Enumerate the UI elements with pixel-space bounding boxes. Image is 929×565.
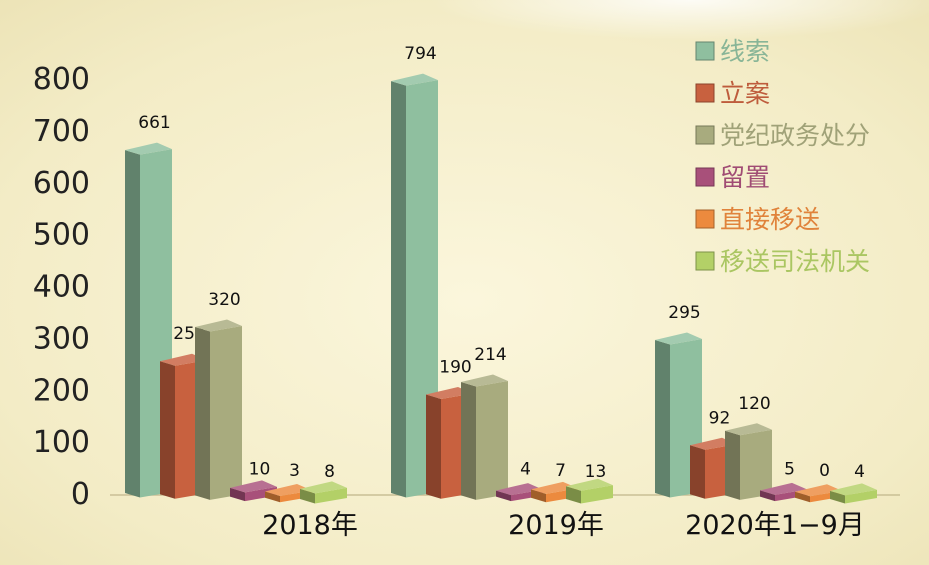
bar-side bbox=[426, 394, 441, 499]
bar-front bbox=[740, 429, 772, 500]
data-label: 5 bbox=[784, 460, 795, 480]
bar-side bbox=[531, 489, 546, 503]
legend-label: 线索 bbox=[720, 37, 770, 66]
data-label: 8 bbox=[324, 462, 335, 482]
bar-side bbox=[230, 487, 245, 502]
x-category-label: 2019年 bbox=[508, 510, 604, 541]
bar-移送司法机关-2019年 bbox=[566, 478, 613, 504]
bar-移送司法机关-2020年1−9月 bbox=[830, 483, 877, 504]
bar-top bbox=[566, 478, 613, 491]
bar-front bbox=[845, 489, 877, 504]
legend-label: 立案 bbox=[720, 79, 770, 108]
bar-top bbox=[300, 481, 347, 494]
bar-front bbox=[210, 326, 242, 500]
bar-top bbox=[391, 73, 438, 86]
legend-item: 留置 bbox=[695, 163, 770, 192]
legend-label: 留置 bbox=[720, 163, 770, 192]
bar-side bbox=[195, 327, 210, 500]
legend-swatch bbox=[695, 209, 715, 229]
data-label: 794 bbox=[404, 44, 436, 64]
legend-swatch bbox=[695, 251, 715, 271]
data-label: 13 bbox=[585, 462, 607, 482]
bar-front bbox=[315, 487, 347, 504]
bar-side bbox=[265, 491, 280, 503]
bar-top bbox=[531, 481, 578, 494]
y-tick-label: 400 bbox=[33, 270, 90, 305]
bar-front bbox=[476, 380, 508, 500]
legend-swatch bbox=[695, 41, 715, 61]
data-label: 4 bbox=[854, 462, 865, 482]
y-tick-label: 300 bbox=[33, 321, 90, 356]
bar-front bbox=[581, 485, 613, 504]
bar-top bbox=[830, 483, 877, 496]
bar-side bbox=[795, 491, 810, 503]
bar-front bbox=[406, 80, 438, 498]
bar-top bbox=[655, 332, 702, 345]
y-tick-label: 600 bbox=[33, 166, 90, 201]
data-label: 320 bbox=[208, 290, 240, 310]
bar-top bbox=[496, 483, 543, 496]
data-label: 4 bbox=[520, 460, 531, 480]
legend-item: 直接移送 bbox=[695, 205, 820, 234]
data-label: 7 bbox=[555, 461, 566, 481]
bar-side bbox=[160, 361, 175, 499]
y-tick-label: 100 bbox=[33, 425, 90, 460]
data-label: 10 bbox=[249, 460, 271, 480]
legend-item: 线索 bbox=[695, 37, 770, 66]
bar-top bbox=[230, 480, 277, 493]
bar-线索-2019年 bbox=[391, 73, 438, 498]
bar-top bbox=[760, 482, 807, 495]
bar-side bbox=[655, 339, 670, 498]
data-label: 0 bbox=[819, 461, 830, 481]
bar-top bbox=[265, 483, 312, 496]
bar-side bbox=[830, 490, 845, 504]
bar-side bbox=[725, 430, 740, 500]
legend-swatch bbox=[695, 125, 715, 145]
bar-side bbox=[690, 445, 705, 499]
legend-label: 直接移送 bbox=[720, 205, 820, 234]
bar-side bbox=[125, 150, 140, 498]
bar-top bbox=[795, 484, 842, 497]
bar-side bbox=[461, 381, 476, 500]
y-tick-label: 200 bbox=[33, 373, 90, 408]
bar-side bbox=[300, 488, 315, 504]
bar-党纪政务处分-2018年 bbox=[195, 319, 242, 500]
bar-top bbox=[195, 319, 242, 332]
bar-留置-2018年 bbox=[230, 480, 277, 502]
legend-item: 移送司法机关 bbox=[695, 247, 870, 276]
legend-item: 党纪政务处分 bbox=[695, 121, 870, 150]
bar-side bbox=[566, 486, 581, 504]
bar-top bbox=[125, 142, 172, 155]
bar-side bbox=[496, 490, 511, 502]
bar-党纪政务处分-2019年 bbox=[461, 374, 508, 500]
legend-swatch bbox=[695, 83, 715, 103]
y-tick-label: 700 bbox=[33, 114, 90, 149]
data-label: 120 bbox=[738, 394, 770, 414]
legend-item: 立案 bbox=[695, 79, 770, 108]
bar-front bbox=[245, 486, 277, 502]
bar-top bbox=[461, 374, 508, 387]
data-label: 3 bbox=[289, 461, 300, 481]
y-tick-label: 800 bbox=[33, 62, 90, 97]
data-label: 190 bbox=[439, 357, 471, 377]
data-label: 214 bbox=[474, 345, 506, 365]
x-category-label: 2018年 bbox=[262, 510, 358, 541]
bar-移送司法机关-2018年 bbox=[300, 481, 347, 504]
legend-label: 党纪政务处分 bbox=[720, 121, 870, 150]
data-label: 295 bbox=[668, 303, 700, 323]
y-tick-label: 500 bbox=[33, 218, 90, 253]
bar-党纪政务处分-2020年1−9月 bbox=[725, 423, 772, 500]
bar-side bbox=[391, 81, 406, 498]
data-label: 661 bbox=[138, 113, 170, 133]
legend-label: 移送司法机关 bbox=[720, 247, 870, 276]
bar-top bbox=[725, 423, 772, 436]
legend-swatch bbox=[695, 167, 715, 187]
data-label: 92 bbox=[709, 408, 731, 428]
bar-side bbox=[760, 490, 775, 502]
y-tick-label: 0 bbox=[71, 477, 90, 512]
x-category-label: 2020年1−9月 bbox=[685, 510, 865, 541]
